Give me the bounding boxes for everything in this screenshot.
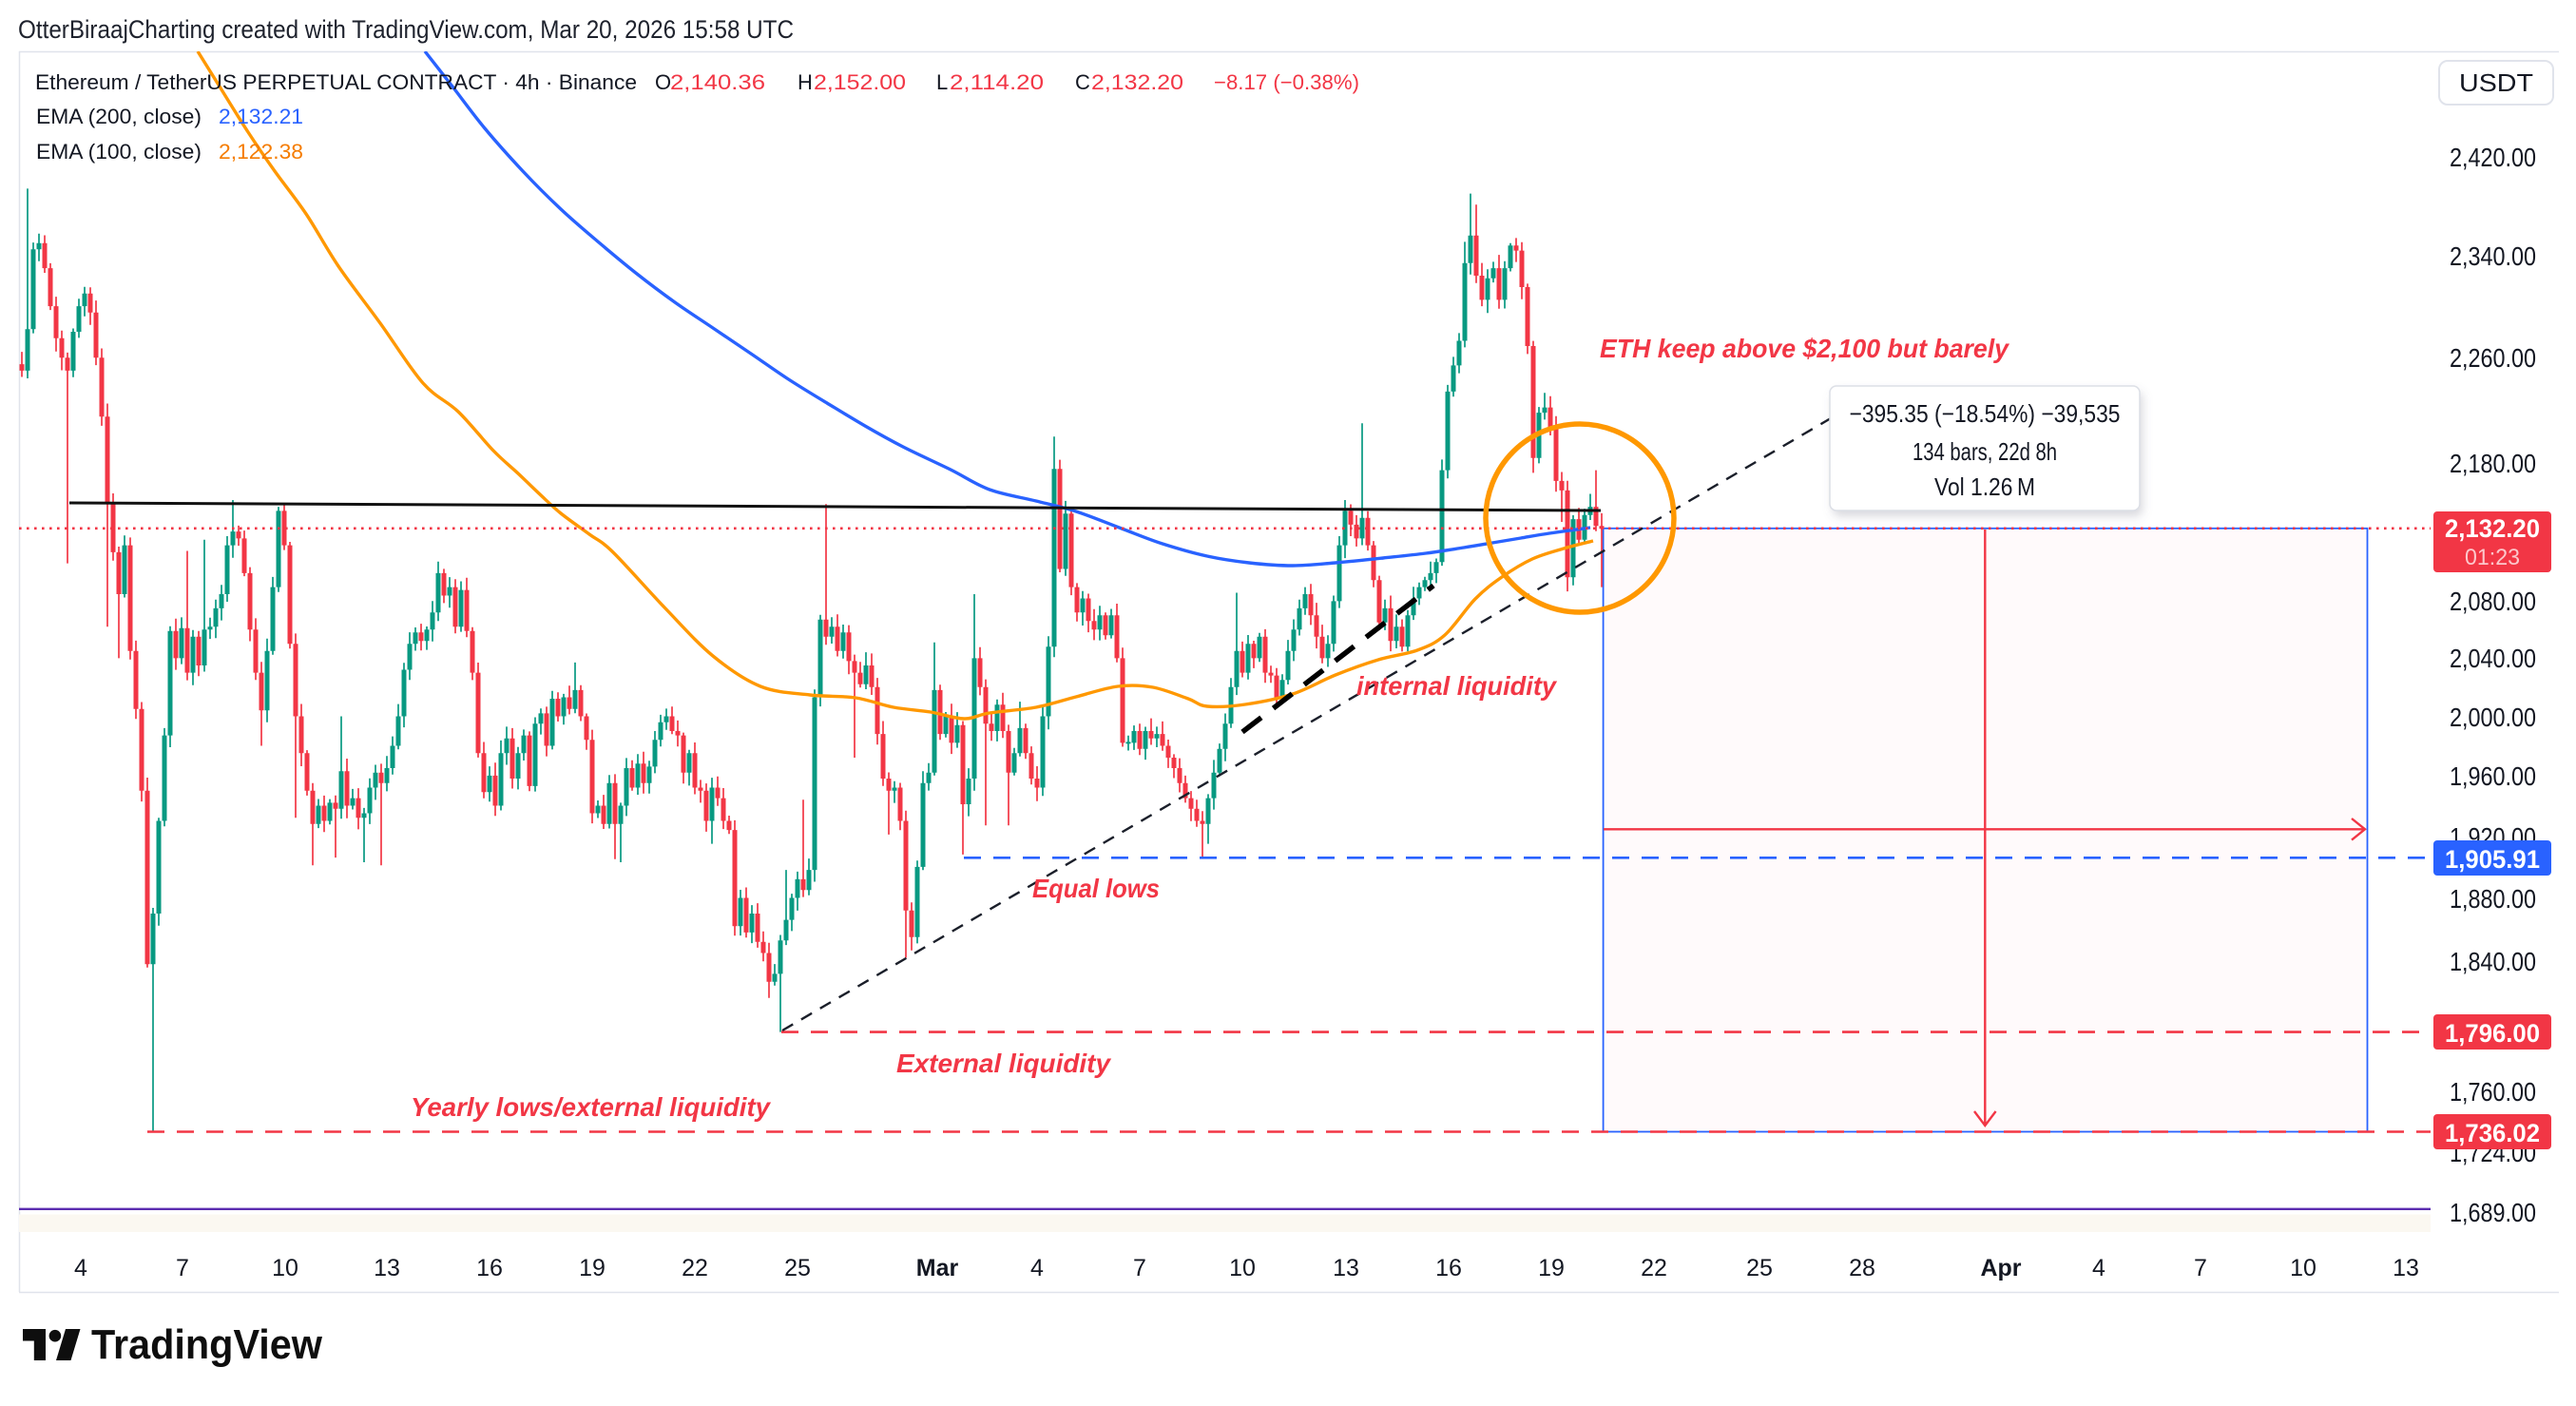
svg-text:16: 16 xyxy=(476,1255,503,1281)
svg-text:1,840.00: 1,840.00 xyxy=(2450,947,2536,976)
svg-text:EMA (100, close): EMA (100, close) xyxy=(36,140,202,164)
svg-text:2,080.00: 2,080.00 xyxy=(2450,587,2536,616)
svg-text:L: L xyxy=(936,70,948,94)
svg-text:22: 22 xyxy=(1641,1255,1667,1281)
svg-text:EMA (200, close): EMA (200, close) xyxy=(36,105,202,128)
svg-text:2,000.00: 2,000.00 xyxy=(2450,703,2536,732)
svg-text:Apr: Apr xyxy=(1980,1255,2021,1281)
svg-text:4: 4 xyxy=(2092,1255,2105,1281)
svg-text:OtterBiraajCharting created wi: OtterBiraajCharting created with Trading… xyxy=(18,15,794,44)
svg-text:1,905.91: 1,905.91 xyxy=(2445,845,2540,874)
svg-text:10: 10 xyxy=(2290,1255,2316,1281)
svg-text:13: 13 xyxy=(2393,1255,2419,1281)
svg-text:7: 7 xyxy=(2194,1255,2207,1281)
svg-text:25: 25 xyxy=(784,1255,811,1281)
svg-text:7: 7 xyxy=(1133,1255,1146,1281)
svg-text:25: 25 xyxy=(1746,1255,1773,1281)
svg-text:1,736.02: 1,736.02 xyxy=(2445,1119,2540,1147)
svg-text:134 bars, 22d 8h: 134 bars, 22d 8h xyxy=(1913,437,2057,466)
svg-text:2,140.36: 2,140.36 xyxy=(670,70,765,94)
svg-text:2,132.21: 2,132.21 xyxy=(219,105,303,128)
svg-text:H: H xyxy=(798,70,813,94)
svg-text:19: 19 xyxy=(579,1255,606,1281)
svg-text:2,114.20: 2,114.20 xyxy=(950,70,1044,94)
svg-text:ETH keep above $2,100 but bare: ETH keep above $2,100 but barely xyxy=(1600,334,2009,363)
svg-text:7: 7 xyxy=(176,1255,189,1281)
svg-text:−395.35 (−18.54%) −39,535: −395.35 (−18.54%) −39,535 xyxy=(1850,399,2121,428)
svg-text:Mar: Mar xyxy=(916,1255,959,1281)
svg-text:−8.17 (−0.38%): −8.17 (−0.38%) xyxy=(1214,70,1359,94)
svg-text:O: O xyxy=(655,70,671,94)
svg-text:22: 22 xyxy=(682,1255,708,1281)
svg-text:USDT: USDT xyxy=(2459,68,2533,97)
svg-text:Yearly lows/external liquidity: Yearly lows/external liquidity xyxy=(411,1092,771,1122)
svg-text:2,132.20: 2,132.20 xyxy=(1091,70,1183,94)
svg-text:2,420.00: 2,420.00 xyxy=(2450,143,2536,172)
svg-text:External liquidity: External liquidity xyxy=(896,1049,1111,1078)
svg-text:2,040.00: 2,040.00 xyxy=(2450,644,2536,673)
svg-text:01:23: 01:23 xyxy=(2465,545,2520,570)
svg-text:4: 4 xyxy=(1030,1255,1044,1281)
svg-text:10: 10 xyxy=(1229,1255,1256,1281)
svg-text:10: 10 xyxy=(272,1255,298,1281)
svg-text:C: C xyxy=(1075,70,1090,94)
svg-text:1,880.00: 1,880.00 xyxy=(2450,884,2536,914)
svg-text:1,796.00: 1,796.00 xyxy=(2445,1019,2540,1048)
svg-text:16: 16 xyxy=(1435,1255,1462,1281)
svg-text:internal liquidity: internal liquidity xyxy=(1356,671,1557,701)
svg-text:2,180.00: 2,180.00 xyxy=(2450,449,2536,478)
svg-text:13: 13 xyxy=(1333,1255,1359,1281)
svg-text:1,689.00: 1,689.00 xyxy=(2450,1198,2536,1227)
svg-text:2,152.00: 2,152.00 xyxy=(814,70,906,94)
svg-text:1,760.00: 1,760.00 xyxy=(2450,1077,2536,1107)
svg-text:4: 4 xyxy=(74,1255,87,1281)
svg-text:2,340.00: 2,340.00 xyxy=(2450,241,2536,271)
svg-text:13: 13 xyxy=(374,1255,400,1281)
svg-text:TradingView: TradingView xyxy=(91,1321,323,1368)
svg-text:Vol 1.26 M: Vol 1.26 M xyxy=(1934,472,2035,501)
svg-text:2,260.00: 2,260.00 xyxy=(2450,343,2536,373)
svg-text:Equal lows: Equal lows xyxy=(1032,874,1160,903)
svg-text:28: 28 xyxy=(1849,1255,1875,1281)
svg-text:Ethereum / TetherUS PERPETUAL: Ethereum / TetherUS PERPETUAL CONTRACT ·… xyxy=(35,70,637,94)
svg-text:1,960.00: 1,960.00 xyxy=(2450,761,2536,791)
svg-text:19: 19 xyxy=(1538,1255,1565,1281)
svg-text:2,132.20: 2,132.20 xyxy=(2445,514,2540,543)
svg-text:2,122.38: 2,122.38 xyxy=(219,140,303,164)
